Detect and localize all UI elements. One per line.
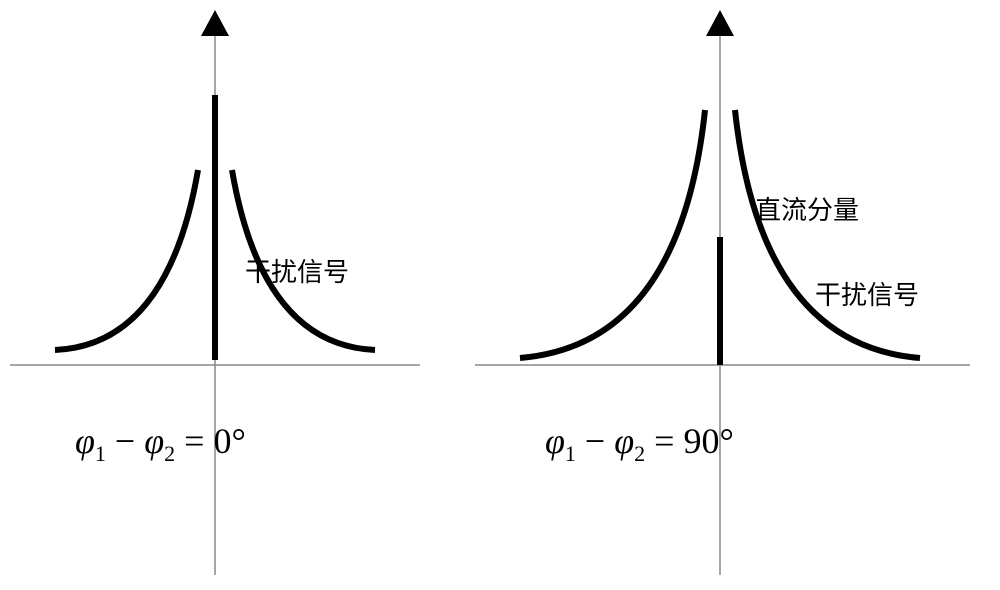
right-dc-label: 直流分量 — [755, 190, 859, 227]
left-interference-label: 干扰信号 — [245, 252, 349, 289]
right-arrow-head — [706, 10, 734, 36]
right-curve-left — [520, 110, 705, 358]
right-interference-label: 干扰信号 — [815, 275, 919, 312]
left-equation: φ1 − φ2 = 0° — [75, 420, 246, 467]
right-curve-right — [735, 110, 920, 358]
right-rhs: 90° — [683, 421, 733, 461]
right-equation: φ1 − φ2 = 90° — [545, 420, 734, 467]
left-phi1-sub: 1 — [95, 441, 106, 466]
diagram-container: 干扰信号 直流分量 干扰信号 φ1 − φ2 = 0° φ1 − φ2 = 90… — [0, 0, 1000, 590]
left-arrow-head — [201, 10, 229, 36]
right-phi1-sub: 1 — [565, 441, 576, 466]
left-phi2-sub: 2 — [164, 441, 175, 466]
right-phi2-sub: 2 — [634, 441, 645, 466]
left-curve-left — [55, 170, 198, 350]
left-rhs: 0° — [213, 421, 245, 461]
